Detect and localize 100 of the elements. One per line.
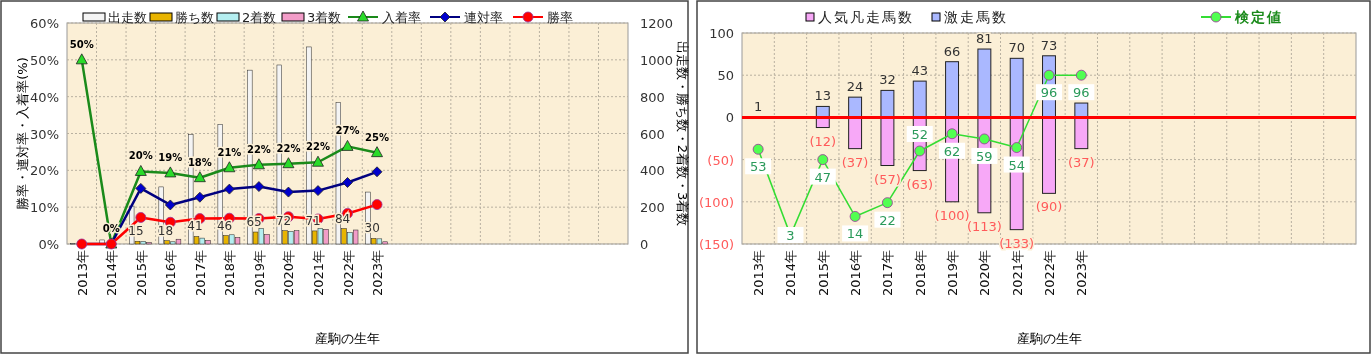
- data-label: (37): [841, 154, 869, 170]
- data-label: 14: [846, 226, 864, 242]
- point: [135, 212, 147, 223]
- data-label: 22%: [306, 141, 330, 153]
- y-tick-label: (100): [699, 194, 734, 210]
- y-tick-label: 0%: [38, 237, 59, 252]
- x-tick-label: 2020年: [281, 250, 297, 297]
- x-tick-label: 2023年: [1074, 250, 1090, 297]
- x-axis-title: 産駒の生年: [315, 331, 380, 346]
- legend-label: 出走数: [108, 10, 147, 25]
- y2-tick-label: 1200: [640, 16, 674, 31]
- x-tick-label: 2015年: [815, 250, 831, 297]
- point: [817, 154, 829, 165]
- legend-label: 3着数: [307, 10, 342, 25]
- point: [1011, 142, 1023, 153]
- legend-label: 人気凡走馬数: [818, 9, 914, 25]
- y-tick-label: 40%: [30, 89, 59, 105]
- data-label: 70: [1008, 40, 1025, 56]
- bar: [848, 96, 863, 118]
- legend-label: 連対率: [464, 10, 503, 25]
- y2-tick-label: 400: [640, 163, 665, 179]
- data-label: (63): [906, 176, 934, 192]
- bar: [945, 61, 960, 118]
- data-label: 50%: [69, 38, 94, 50]
- bar: [912, 80, 927, 118]
- bar: [1074, 116, 1089, 150]
- data-label: 24: [846, 79, 864, 95]
- x-tick-label: 2019年: [945, 250, 961, 297]
- y-tick-label: 50%: [30, 52, 59, 68]
- x-tick-label: 2021年: [310, 250, 326, 297]
- y-tick-label: 10%: [30, 200, 59, 216]
- data-label: 96: [1040, 85, 1058, 101]
- data-label: 21%: [217, 146, 242, 158]
- data-label: (12): [809, 133, 837, 149]
- data-label: 1: [754, 98, 763, 114]
- data-label: 54: [1008, 157, 1025, 173]
- data-label: 15: [128, 224, 144, 239]
- x-tick-label: 2019年: [251, 250, 267, 297]
- data-label: 19%: [158, 151, 183, 163]
- x-tick-label: 2018年: [222, 250, 238, 297]
- legend-label: 勝ち数: [175, 10, 214, 25]
- bar: [848, 116, 863, 150]
- data-label: 81: [976, 31, 993, 47]
- legend-label: 激走馬数: [944, 9, 1008, 25]
- x-tick-label: 2022年: [340, 250, 356, 297]
- data-label: 13: [814, 88, 832, 104]
- point: [978, 133, 990, 145]
- data-label: 59: [976, 148, 993, 164]
- y2-tick-label: 1000: [640, 52, 674, 68]
- data-label: 27%: [335, 125, 360, 137]
- x-tick-label: 2016年: [848, 250, 864, 297]
- data-label: 47: [814, 169, 832, 185]
- x-tick-label: 2023年: [370, 250, 386, 297]
- point: [752, 143, 764, 155]
- data-label: 71: [305, 213, 321, 228]
- point: [882, 197, 893, 209]
- point: [946, 128, 958, 140]
- data-label: (90): [1035, 199, 1063, 215]
- data-label: 62: [943, 143, 961, 159]
- x-tick-label: 2020年: [977, 250, 993, 297]
- y-tick-label: 50: [717, 68, 734, 84]
- y-tick-label: 100: [709, 26, 734, 41]
- bar: [880, 116, 895, 167]
- data-label: 73: [1040, 37, 1058, 53]
- x-tick-label: 2015年: [133, 250, 149, 297]
- point: [849, 211, 861, 222]
- data-label: 22%: [246, 143, 271, 155]
- x-tick-label: 2014年: [104, 250, 120, 297]
- data-label: 30: [364, 221, 380, 236]
- y2-tick-label: 0: [640, 237, 649, 252]
- data-label: 18%: [187, 156, 212, 168]
- point: [914, 145, 926, 157]
- legend-label: 検定値: [1234, 9, 1283, 25]
- bar: [977, 48, 992, 118]
- data-label: 22%: [276, 142, 301, 154]
- data-label: 18: [157, 223, 174, 238]
- y2-tick-label: 200: [640, 200, 665, 216]
- data-label: (133): [999, 235, 1035, 251]
- x-tick-label: 2021年: [1009, 250, 1025, 297]
- data-label: 52: [911, 126, 929, 142]
- data-label: 32: [879, 72, 896, 88]
- x-tick-label: 2022年: [1042, 250, 1057, 297]
- data-label: 20%: [128, 150, 153, 162]
- y2-tick-label: 600: [640, 126, 665, 142]
- legend-label: 入着率: [382, 10, 421, 25]
- x-axis-title: 産駒の生年: [1016, 331, 1082, 346]
- y-tick-label: 60%: [30, 16, 59, 31]
- point: [1075, 69, 1087, 81]
- y-tick-label: (50): [707, 152, 734, 168]
- data-label: 53: [749, 159, 767, 175]
- legend-label: 勝率: [547, 10, 573, 25]
- data-label: 66: [943, 43, 961, 59]
- data-label: (100): [934, 207, 970, 223]
- y-tick-label: 0: [725, 110, 734, 126]
- data-label: 46: [216, 218, 233, 233]
- y2-axis-title: 出走数・勝ち数・2着数・3着数: [675, 40, 690, 227]
- y-axis-title: 勝率・連対率・入着率(%): [15, 57, 30, 210]
- x-tick-label: 2018年: [912, 250, 928, 297]
- bar: [1009, 57, 1024, 118]
- y-tick-label: (150): [699, 237, 734, 252]
